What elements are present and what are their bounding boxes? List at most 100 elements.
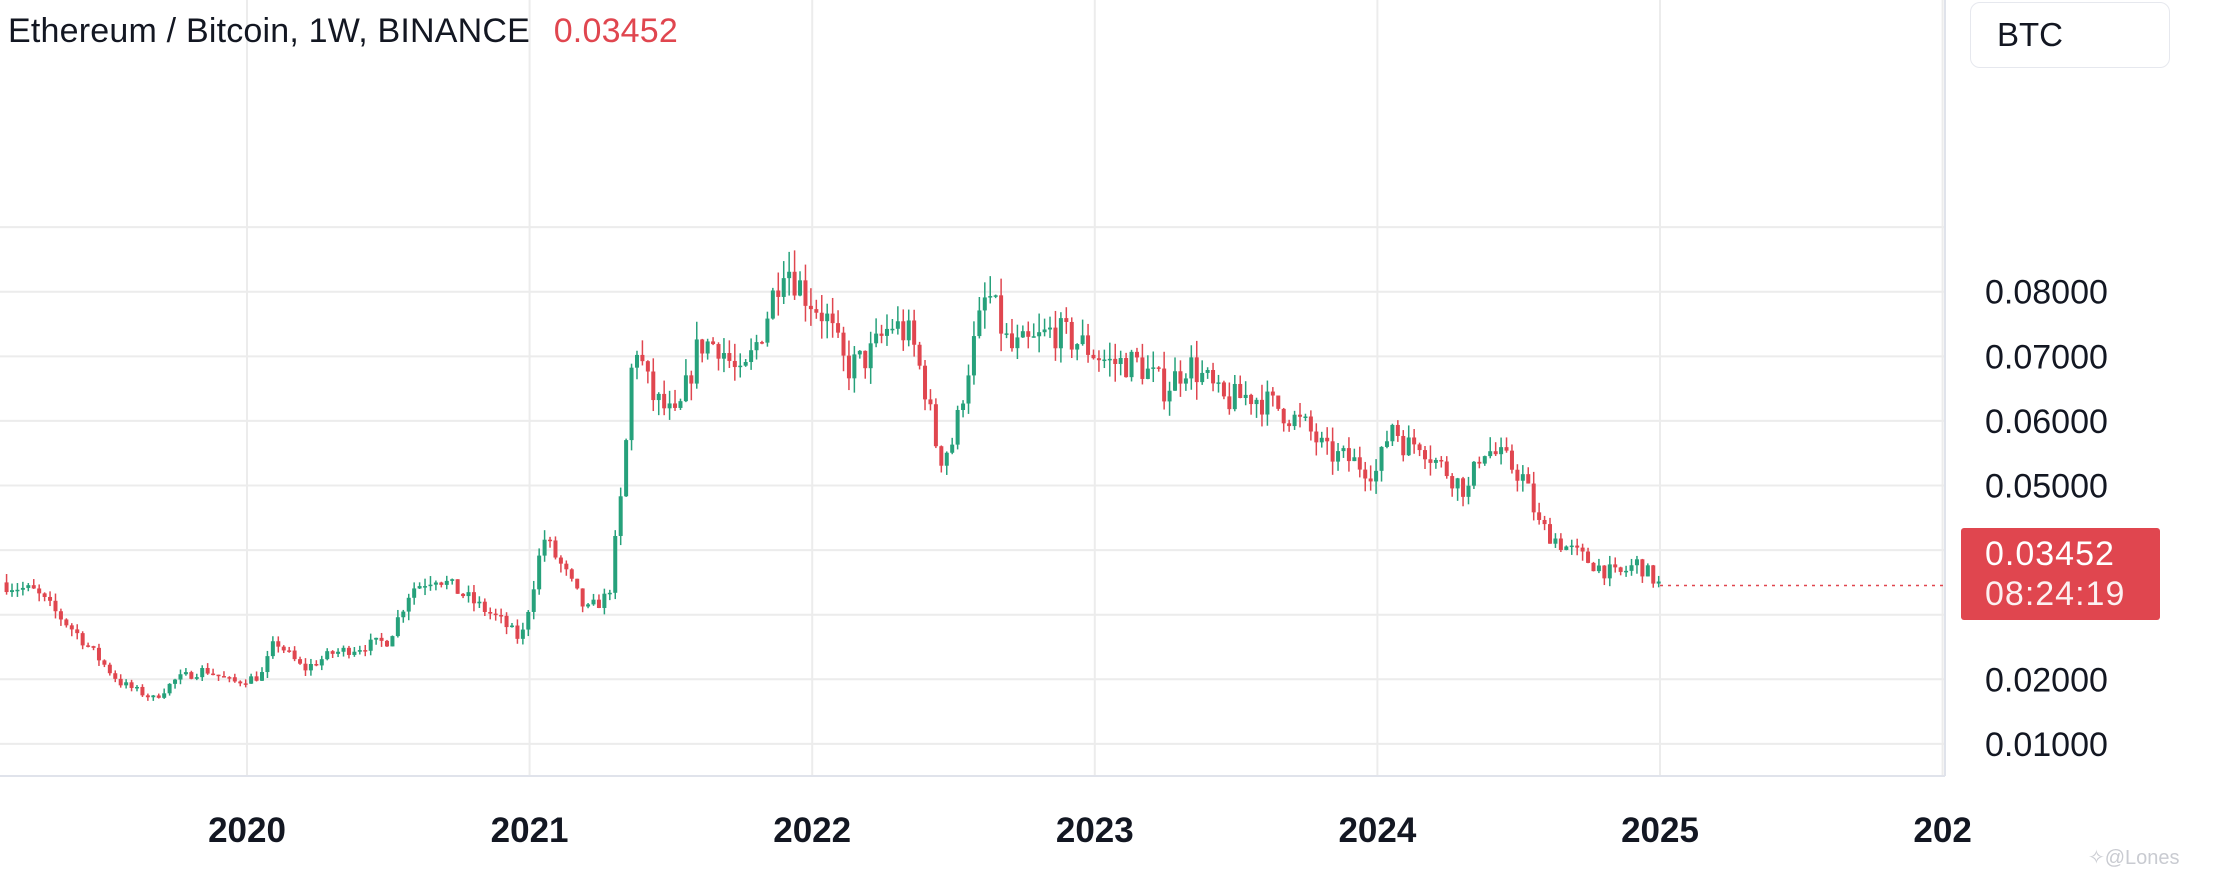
candle-up <box>634 354 639 368</box>
currency-button[interactable]: BTC <box>1970 2 2170 68</box>
candle-up <box>341 647 346 652</box>
candle-up <box>874 333 879 344</box>
candle-down <box>64 619 69 626</box>
candle-up <box>1379 446 1384 471</box>
candle-down <box>1298 414 1303 417</box>
candle-down <box>1009 333 1014 349</box>
x-tick-label: 202 <box>1913 811 1971 850</box>
candle-down <box>640 354 645 362</box>
candle-down <box>189 672 194 679</box>
candle-up <box>781 278 786 297</box>
candle-down <box>113 673 118 679</box>
candle-down <box>1531 483 1536 513</box>
candle-up <box>765 318 770 343</box>
candle-down <box>91 646 96 648</box>
candle-down <box>75 629 80 634</box>
candle-down <box>1493 451 1498 455</box>
candle-down <box>569 569 574 579</box>
candle-up <box>1645 565 1650 577</box>
candle-down <box>1249 394 1254 405</box>
candle-down <box>901 321 906 341</box>
candle-down <box>1401 435 1406 456</box>
candle-up <box>1499 447 1504 455</box>
candle-up <box>1656 581 1661 584</box>
candle-down <box>716 344 721 359</box>
candle-down <box>1194 357 1199 383</box>
candle-down <box>689 375 694 384</box>
candle-down <box>140 686 145 696</box>
candle-up <box>265 656 270 673</box>
candle-down <box>1096 358 1101 361</box>
candle-up <box>1243 394 1248 399</box>
candle-down <box>145 695 150 698</box>
candle-down <box>548 539 553 542</box>
candle-up <box>1564 546 1569 551</box>
candle-down <box>221 676 226 678</box>
candle-down <box>776 290 781 297</box>
y-tick-label: 0.06000 <box>1985 403 2108 441</box>
candle-down <box>86 645 91 647</box>
candle-down <box>303 663 308 671</box>
candle-up <box>374 637 379 640</box>
candle-up <box>325 651 330 660</box>
candle-down <box>1113 358 1118 364</box>
candle-down <box>1450 476 1455 489</box>
candle-down <box>645 361 650 372</box>
candle-down <box>1069 321 1074 350</box>
candle-up <box>1189 357 1194 379</box>
candle-down <box>792 271 797 296</box>
candle-up <box>694 339 699 384</box>
candle-up <box>1406 437 1411 456</box>
candle-down <box>732 360 737 368</box>
candle-down <box>515 625 520 639</box>
candle-up <box>754 342 759 351</box>
candle-down <box>580 588 585 607</box>
candle-up <box>944 452 949 466</box>
candle-up <box>1183 378 1188 384</box>
candle-down <box>830 313 835 324</box>
candle-down <box>455 579 460 594</box>
symbol-title: Ethereum / Bitcoin, 1W, BINANCE <box>8 12 531 50</box>
x-tick-label: 2022 <box>773 811 851 850</box>
candle-down <box>1509 450 1514 470</box>
candle-down <box>596 599 601 608</box>
candle-down <box>488 611 493 614</box>
candle-up <box>1200 372 1205 383</box>
candle-up <box>1634 559 1639 566</box>
candle-up <box>961 403 966 411</box>
candle-up <box>1607 564 1612 579</box>
y-tick-label: 0.07000 <box>1985 338 2108 376</box>
candle-down <box>662 393 667 409</box>
candle-up <box>977 310 982 337</box>
candle-down <box>31 585 36 589</box>
candle-down <box>759 342 764 344</box>
candle-up <box>678 401 683 408</box>
candle-up <box>607 592 612 595</box>
candle-up <box>428 584 433 587</box>
y-tick-label: 0.02000 <box>1985 661 2108 699</box>
candle-down <box>287 650 292 652</box>
candle-down <box>1140 357 1145 379</box>
candle-down <box>841 332 846 356</box>
candle-down <box>254 676 259 681</box>
candle-down <box>1526 474 1531 484</box>
candle-down <box>1586 551 1591 563</box>
candle-down <box>1591 562 1596 572</box>
candle-up <box>1384 441 1389 447</box>
candle-down <box>1091 354 1096 359</box>
candle-down <box>1537 512 1542 520</box>
candle-up <box>1216 382 1221 384</box>
candle-up <box>857 350 862 355</box>
candle-up <box>1629 565 1634 571</box>
candle-up <box>194 677 199 679</box>
candle-down <box>1363 469 1368 479</box>
candle-up <box>955 410 960 445</box>
candle-down <box>836 323 841 333</box>
x-tick-label: 2021 <box>491 811 569 850</box>
candle-down <box>1461 478 1466 497</box>
candle-down <box>227 677 232 679</box>
candle-down <box>107 664 112 674</box>
candle-down <box>48 596 53 601</box>
candle-down <box>912 320 917 345</box>
